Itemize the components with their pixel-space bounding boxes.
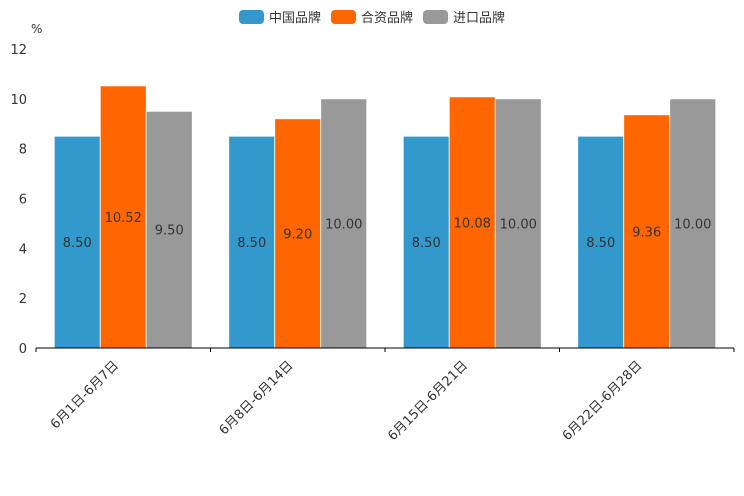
x-tick-label: 6月15日-6月21日 <box>385 358 471 444</box>
legend-label-joint-venture-brand: 合资品牌 <box>360 11 413 26</box>
y-axis: 0 2 4 6 8 10 12 <box>10 43 27 357</box>
y-tick-label: 4 <box>19 242 27 257</box>
y-tick-label: 12 <box>10 43 27 58</box>
bar-value-label: 8.50 <box>412 236 441 251</box>
bar[interactable] <box>99 85 147 349</box>
bar[interactable] <box>320 98 368 349</box>
legend-label-imported-brand: 进口品牌 <box>453 11 506 26</box>
legend-label-china-brand: 中国品牌 <box>268 11 321 26</box>
bars-group <box>53 85 717 349</box>
legend-item-joint-venture-brand[interactable]: 合资品牌 <box>330 7 413 26</box>
bar[interactable] <box>494 98 542 349</box>
y-axis-unit-label: % <box>31 22 42 36</box>
bar-value-label: 10.00 <box>500 217 537 232</box>
bar-value-label: 10.52 <box>105 211 142 226</box>
bar-value-label: 8.50 <box>237 236 266 251</box>
legend-swatch-imported-brand <box>423 9 448 24</box>
bar[interactable] <box>623 114 671 349</box>
bar-value-label: 8.50 <box>586 236 615 251</box>
bar-value-label: 9.50 <box>155 224 184 239</box>
bar[interactable] <box>274 118 322 349</box>
x-axis: 6月1日-6月7日 6月8日-6月14日 6月15日-6月21日 6月22日-6月28… <box>35 347 735 444</box>
x-tick-label: 6月22日-6月28日 <box>560 358 646 444</box>
bar-value-label: 10.08 <box>454 216 491 231</box>
bar-value-label: 9.20 <box>283 227 312 242</box>
chart-legend: 中国品牌 合资品牌 进口品牌 <box>0 7 744 26</box>
legend-item-imported-brand[interactable]: 进口品牌 <box>423 7 505 26</box>
bar-value-label: 10.00 <box>674 217 711 232</box>
legend-swatch-joint-venture-brand <box>330 9 356 24</box>
bar[interactable] <box>577 135 625 349</box>
legend-swatch-china-brand <box>238 9 264 24</box>
bar-value-label: 9.36 <box>632 225 661 240</box>
bar[interactable] <box>228 135 276 349</box>
y-tick-label: 8 <box>19 143 27 158</box>
y-tick-label: 10 <box>10 93 27 108</box>
y-tick-label: 2 <box>19 292 27 307</box>
bar-value-label: 10.00 <box>325 217 362 232</box>
bar[interactable] <box>448 96 496 349</box>
x-tick-label: 6月8日-6月14日 <box>217 358 297 438</box>
legend-item-china-brand[interactable]: 中国品牌 <box>238 7 321 26</box>
bar-value-label: 8.50 <box>63 236 92 251</box>
bar[interactable] <box>402 135 450 349</box>
data-labels-group: 8.50 10.52 9.50 8.50 9.20 10.00 8.50 10.08 10.00… <box>63 211 712 251</box>
bar[interactable] <box>669 98 717 349</box>
x-tick-label: 6月1日-6月7日 <box>48 358 122 432</box>
y-tick-label: 0 <box>19 342 27 357</box>
y-tick-label: 6 <box>19 193 27 208</box>
